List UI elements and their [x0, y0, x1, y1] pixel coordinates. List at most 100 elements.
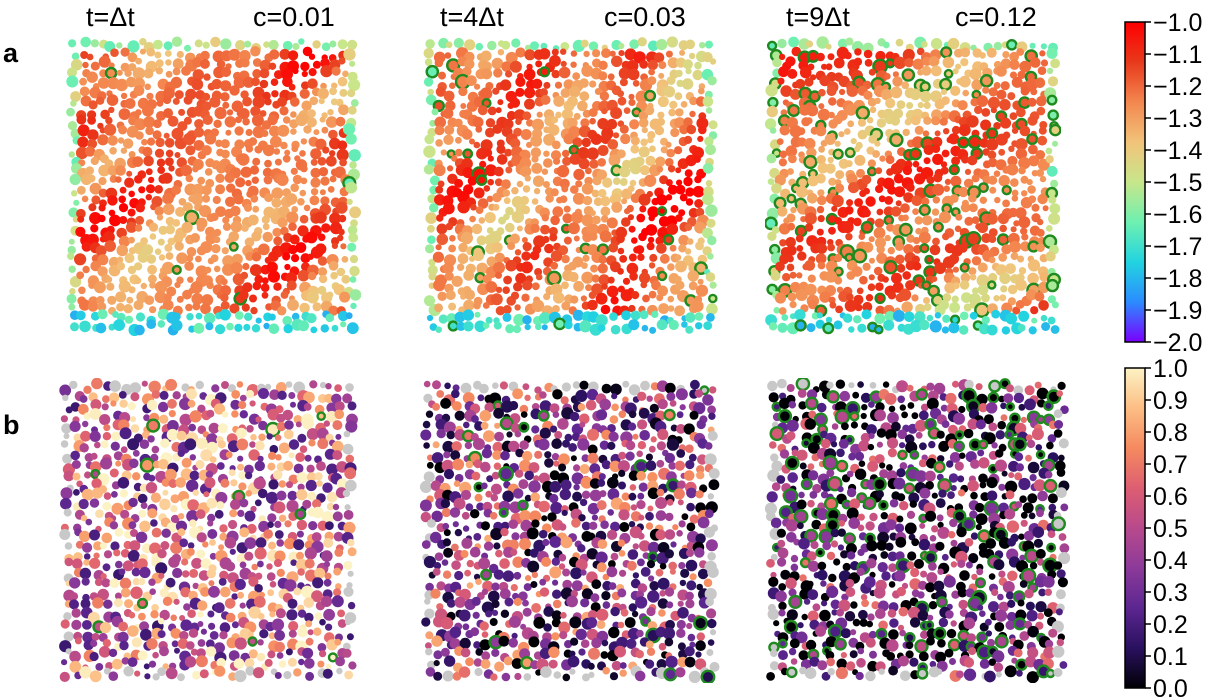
- particle: [158, 617, 165, 625]
- particle: [476, 273, 485, 282]
- particle: [311, 532, 322, 542]
- particle: [332, 511, 343, 522]
- particle: [684, 656, 696, 668]
- particle: [968, 267, 977, 276]
- particle: [705, 204, 718, 217]
- particle: [295, 452, 305, 462]
- particle: [434, 303, 443, 313]
- defect-particle-ring: [498, 507, 509, 518]
- particle: [200, 50, 210, 61]
- particle: [349, 60, 356, 67]
- particle: [293, 463, 304, 474]
- particle: [348, 149, 361, 162]
- particle: [978, 323, 990, 335]
- particle: [349, 255, 359, 264]
- particle: [288, 244, 298, 255]
- particle: [648, 290, 657, 299]
- particle: [195, 255, 202, 263]
- particle: [511, 210, 525, 224]
- particle: [670, 127, 680, 138]
- particle: [573, 112, 581, 120]
- defect-particle-ring: [889, 132, 904, 148]
- particle: [346, 322, 359, 335]
- particle: [666, 438, 680, 451]
- particle: [636, 213, 646, 223]
- particle: [987, 150, 997, 160]
- particle: [259, 68, 270, 79]
- particle: [457, 253, 469, 264]
- particle: [958, 405, 966, 414]
- particle: [134, 118, 147, 131]
- particle: [493, 569, 504, 580]
- particle: [986, 402, 998, 414]
- particle: [707, 76, 717, 86]
- particle: [173, 266, 181, 274]
- particle: [1013, 392, 1025, 404]
- particle: [513, 597, 522, 606]
- particle: [567, 96, 578, 107]
- particle: [278, 660, 287, 668]
- particle: [326, 463, 338, 476]
- particle: [441, 459, 454, 472]
- particle: [639, 310, 649, 320]
- particle: [94, 578, 103, 587]
- particle: [128, 151, 136, 158]
- particle: [89, 408, 102, 420]
- particle: [839, 88, 846, 96]
- defect-particle-ring: [1012, 437, 1027, 452]
- particle: [522, 111, 532, 121]
- particle: [130, 416, 136, 423]
- particle: [224, 172, 235, 183]
- particle: [923, 297, 930, 304]
- particle: [556, 165, 570, 178]
- particle: [331, 324, 339, 332]
- particle: [533, 187, 541, 195]
- particle: [120, 446, 128, 454]
- particle: [443, 547, 454, 558]
- particle: [170, 76, 183, 89]
- particle: [551, 557, 560, 566]
- particle: [608, 560, 616, 568]
- particle: [70, 450, 80, 461]
- defect-particle-ring: [909, 450, 920, 460]
- particle: [549, 55, 561, 67]
- particle: [481, 651, 491, 661]
- particle: [139, 48, 146, 55]
- particle: [328, 305, 339, 316]
- particle: [807, 274, 816, 283]
- particle: [508, 638, 518, 648]
- particle: [187, 276, 194, 283]
- particle: [816, 312, 823, 319]
- particle: [63, 470, 75, 482]
- particle: [295, 421, 302, 428]
- particle: [109, 521, 119, 530]
- particle: [495, 107, 502, 114]
- particle: [239, 527, 250, 538]
- particle: [959, 311, 969, 321]
- particle: [466, 582, 474, 589]
- particle: [941, 96, 950, 105]
- particle: [290, 559, 297, 566]
- particle: [276, 490, 287, 501]
- particle: [313, 129, 320, 136]
- particle: [579, 320, 592, 333]
- particle: [645, 640, 654, 649]
- particle: [220, 80, 232, 92]
- particle: [828, 111, 835, 119]
- particle: [425, 212, 437, 224]
- particle: [117, 477, 130, 489]
- particle: [874, 409, 886, 422]
- particle: [526, 63, 533, 71]
- particle: [1001, 326, 1011, 335]
- particle: [99, 414, 111, 426]
- particle: [303, 391, 315, 404]
- particle: [587, 444, 598, 455]
- particle: [854, 154, 866, 166]
- particle: [317, 643, 327, 652]
- particle: [202, 194, 211, 203]
- particle: [214, 665, 226, 677]
- particle: [277, 96, 287, 107]
- defect-particle-ring: [777, 409, 793, 424]
- particle: [578, 158, 590, 170]
- particle: [78, 286, 86, 295]
